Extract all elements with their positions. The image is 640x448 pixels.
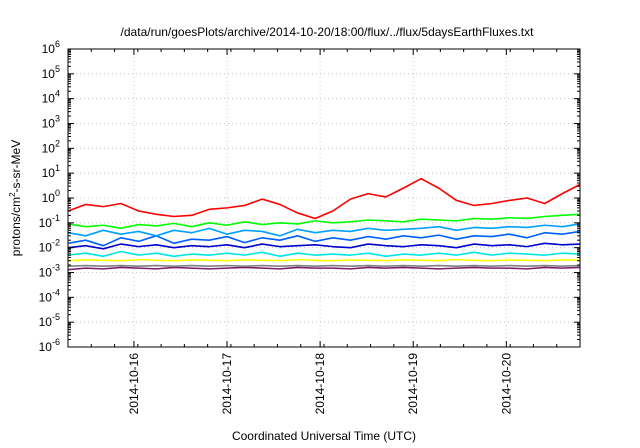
series-line-7	[67, 213, 581, 230]
y-tick-exp: 2	[55, 138, 60, 148]
y-tick-label: 10-6	[39, 337, 60, 354]
x-tick-label: 2014-10-18	[313, 353, 327, 415]
y-tick-exp: 6	[55, 39, 60, 49]
x-tick-label: 2014-10-19	[406, 353, 420, 415]
y-tick-label: 104	[42, 89, 60, 106]
y-tick-label: 102	[42, 138, 60, 155]
x-tick-labels: 2014-10-16 2014-10-17 2014-10-18 2014-10-19…	[127, 353, 513, 415]
x-tick-label: 2014-10-20	[499, 353, 513, 415]
data-series	[67, 177, 581, 271]
y-tick-exp: -2	[52, 238, 60, 248]
y-tick-label: 10-4	[39, 287, 60, 304]
y-tick-exp: -6	[52, 337, 60, 347]
y-tick-base: 10	[42, 117, 56, 131]
y-tick-label: 10-5	[39, 312, 60, 329]
y-tick-exp: -3	[52, 263, 60, 273]
y-tick-base: 10	[39, 340, 53, 354]
y-tick-base: 10	[39, 241, 53, 255]
y-tick-base: 10	[42, 67, 56, 81]
y-tick-label: 101	[42, 163, 60, 180]
y-tick-exp: 3	[55, 114, 60, 124]
y-tick-base: 10	[42, 166, 56, 180]
y-tick-label: 10-3	[39, 263, 60, 280]
series-line-6	[67, 223, 581, 237]
series-line-1	[67, 264, 581, 267]
y-tick-base: 10	[39, 315, 53, 329]
series-line-2	[67, 258, 581, 262]
y-tick-base: 10	[39, 216, 53, 230]
y-tick-base: 10	[42, 191, 56, 205]
y-tick-base: 10	[42, 42, 56, 56]
y-tick-base: 10	[42, 92, 56, 106]
y-tick-labels: 10-610-510-410-310-210-11001011021031041…	[39, 39, 60, 354]
y-tick-exp: 4	[55, 89, 60, 99]
x-axis-label: Coordinated Universal Time (UTC)	[232, 429, 416, 443]
y-tick-exp: 0	[55, 188, 60, 198]
series-line-3	[67, 250, 581, 258]
y-tick-label: 10-1	[39, 213, 60, 230]
y-tick-exp: -1	[52, 213, 60, 223]
x-tick-label: 2014-10-17	[220, 353, 234, 415]
y-tick-exp: -5	[52, 312, 60, 322]
y-tick-base: 10	[39, 290, 53, 304]
y-tick-label: 106	[42, 39, 60, 56]
y-tick-base: 10	[42, 141, 56, 155]
y-tick-label: 100	[42, 188, 60, 205]
grid-lines	[68, 49, 580, 347]
chart-title: /data/run/goesPlots/archive/2014-10-20/1…	[121, 25, 535, 39]
series-line-4	[67, 242, 581, 250]
y-axis-label: protons/cm2-s-sr-MeV	[8, 140, 23, 256]
series-line-8	[67, 177, 581, 220]
y-tick-exp: 1	[55, 163, 60, 173]
y-tick-label: 10-2	[39, 238, 60, 255]
series-line-0	[67, 266, 581, 271]
y-tick-exp: -4	[52, 287, 60, 297]
axis-ticks	[67, 48, 581, 348]
y-tick-label: 105	[42, 64, 60, 81]
y-tick-exp: 5	[55, 64, 60, 74]
y-tick-base: 10	[39, 266, 53, 280]
series-line-5	[67, 230, 581, 247]
y-tick-label: 103	[42, 114, 60, 131]
x-tick-label: 2014-10-16	[127, 353, 141, 415]
